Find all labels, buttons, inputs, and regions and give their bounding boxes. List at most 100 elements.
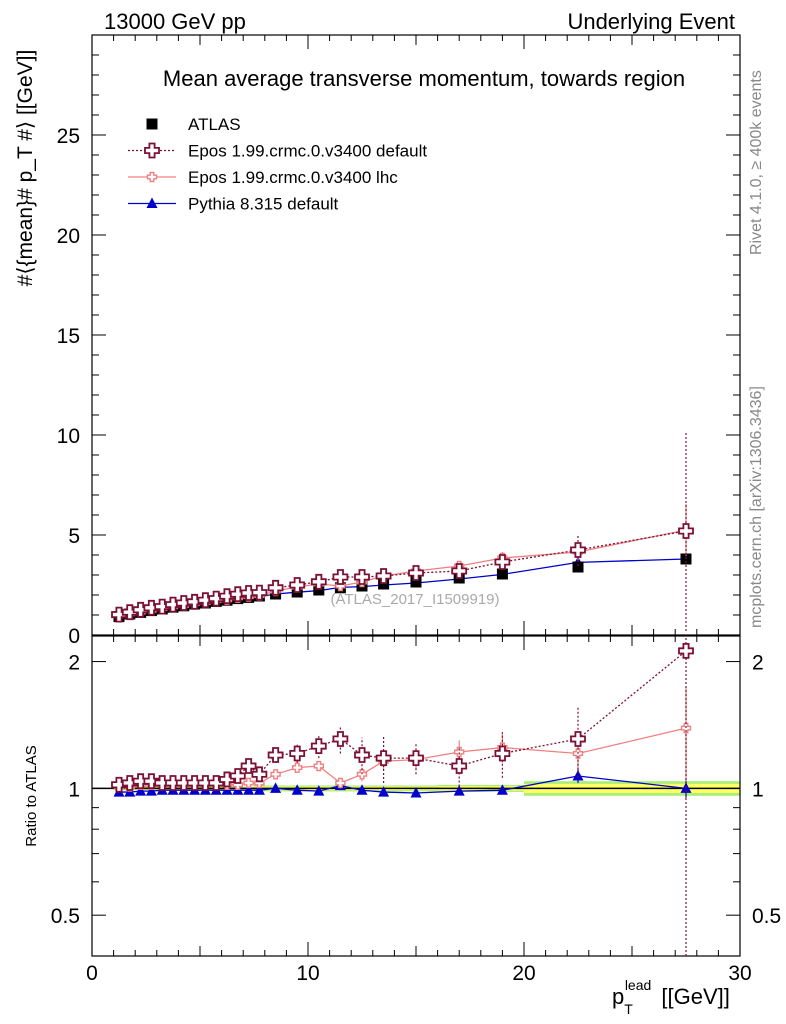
data-marker xyxy=(111,776,127,793)
data-marker xyxy=(143,773,160,790)
data-marker xyxy=(410,787,422,798)
x-tick-label: 0 xyxy=(86,962,98,985)
y-tick-label: 5 xyxy=(68,525,80,548)
data-marker xyxy=(496,568,508,580)
data-marker xyxy=(375,750,392,766)
data-marker xyxy=(240,758,257,774)
ratio-y-tick-labels: 0.5 0.5 1 1 2 2 xyxy=(51,652,781,929)
ratio-y-tick-label: 0.5 xyxy=(51,905,80,928)
data-marker xyxy=(132,773,149,790)
data-marker xyxy=(243,784,255,795)
data-marker xyxy=(310,738,327,754)
rivet-label: Rivet 4.1.0, ≥ 400k events xyxy=(748,70,765,255)
data-marker xyxy=(572,561,584,573)
legend-label: Epos 1.99.crmc.0.v3400 lhc xyxy=(188,168,398,187)
data-marker xyxy=(678,523,694,539)
data-marker xyxy=(335,777,346,789)
data-marker xyxy=(451,563,468,579)
mcplots-label: mcplots.cern.ch [arXiv:1306.3436] xyxy=(748,386,765,628)
data-marker xyxy=(313,584,325,596)
data-marker xyxy=(121,604,138,621)
watermark: (ATLAS_2017_I1509919) xyxy=(330,591,499,608)
data-marker xyxy=(313,785,325,796)
data-marker xyxy=(453,785,465,796)
y-tick-label: 15 xyxy=(57,325,80,348)
data-marker xyxy=(197,775,214,791)
data-marker xyxy=(240,585,257,601)
ratio-y-label: Ratio to ATLAS xyxy=(23,745,40,846)
data-marker xyxy=(289,745,306,762)
data-marker xyxy=(313,760,324,772)
data-marker xyxy=(154,598,171,615)
data-marker xyxy=(454,746,465,758)
data-marker xyxy=(146,171,158,183)
ratio-y-tick-label: 1 xyxy=(68,778,80,801)
x-tick-label: 10 xyxy=(296,962,319,985)
data-marker xyxy=(678,643,694,659)
data-marker xyxy=(146,118,158,130)
data-marker xyxy=(267,579,284,596)
ratio-axis-ticks xyxy=(91,636,741,957)
series-line xyxy=(118,650,687,786)
main-axis-ticks xyxy=(91,35,741,636)
main-title: Mean average transverse momentum, toward… xyxy=(163,66,685,91)
data-marker xyxy=(572,769,584,781)
header-left: 13000 GeV pp xyxy=(104,9,246,34)
x-tick-label: 20 xyxy=(512,962,535,985)
data-marker xyxy=(219,588,235,605)
data-marker xyxy=(132,601,149,618)
data-marker xyxy=(494,554,511,570)
legend-label: Epos 1.99.crmc.0.v3400 default xyxy=(188,142,427,161)
data-marker xyxy=(270,782,282,793)
data-marker xyxy=(408,565,424,581)
main-panel: 0 5 10 15 20 25 (ATLAS_2017_I1509919) Mean av… xyxy=(14,34,741,648)
ratio-y-tick-label-right: 2 xyxy=(752,652,764,675)
main-y-label: #⟨{mean}# p_T #⟩ [[GeV]] xyxy=(14,50,37,287)
data-marker xyxy=(680,722,692,734)
data-marker xyxy=(144,142,160,159)
y-tick-label: 20 xyxy=(57,225,80,248)
data-marker xyxy=(135,785,147,796)
data-marker xyxy=(165,775,181,791)
legend: ATLAS Epos 1.99.crmc.0.v3400 default Epos … xyxy=(128,115,427,214)
data-marker xyxy=(219,771,235,788)
legend-label: Pythia 8.315 default xyxy=(188,195,339,214)
data-marker xyxy=(145,785,157,796)
legend-label: ATLAS xyxy=(188,115,241,134)
data-marker xyxy=(175,595,192,611)
data-marker xyxy=(270,769,281,780)
data-marker xyxy=(378,786,390,797)
data-marker xyxy=(111,606,127,623)
data-marker xyxy=(229,768,246,784)
data-marker xyxy=(243,777,254,789)
data-marker xyxy=(410,576,422,588)
data-marker xyxy=(251,584,268,601)
ratio-series xyxy=(111,636,694,956)
data-marker xyxy=(291,784,303,795)
data-marker xyxy=(570,542,586,558)
data-marker xyxy=(146,197,158,208)
data-marker xyxy=(494,745,511,762)
data-marker xyxy=(332,731,349,747)
series-line xyxy=(118,558,687,619)
data-marker xyxy=(121,775,138,791)
data-marker xyxy=(229,586,246,603)
header-right: Underlying Event xyxy=(567,9,735,34)
ratio-panel: 0.5 0.5 1 1 2 2 Ratio to ATLAS xyxy=(23,635,781,957)
y-tick-label: 10 xyxy=(57,425,80,448)
y-tick-label: 25 xyxy=(57,125,80,148)
data-marker xyxy=(251,766,268,783)
data-marker xyxy=(570,731,586,747)
y-tick-label: 0 xyxy=(68,625,80,648)
data-marker xyxy=(186,593,203,610)
data-marker xyxy=(143,599,160,616)
data-marker xyxy=(292,762,303,773)
data-marker xyxy=(208,775,225,791)
data-marker xyxy=(208,590,225,607)
data-marker xyxy=(378,578,390,590)
x-axis-label: pTlead [[GeV]] xyxy=(612,977,730,1017)
data-marker xyxy=(408,750,424,766)
data-marker xyxy=(496,784,508,795)
data-marker xyxy=(175,775,192,791)
